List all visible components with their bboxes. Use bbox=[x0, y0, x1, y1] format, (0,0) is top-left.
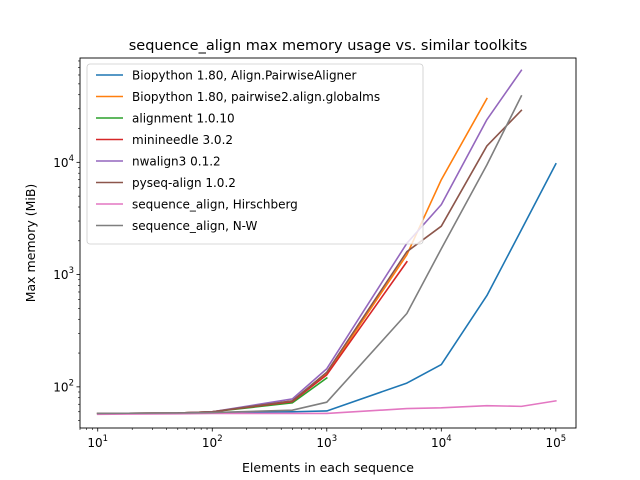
series-line-8 bbox=[96, 94, 523, 415]
x-tick-label: 103 bbox=[316, 434, 337, 450]
legend-label: Biopython 1.80, Align.PairwiseAligner bbox=[132, 68, 357, 82]
legend: Biopython 1.80, Align.PairwiseAligner Bio… bbox=[86, 63, 424, 245]
y-tick-label: 103 bbox=[53, 266, 74, 282]
legend-label: alignment 1.0.10 bbox=[132, 111, 235, 125]
x-tick-label: 102 bbox=[202, 434, 223, 450]
legend-box bbox=[86, 63, 424, 245]
legend-label: sequence_align, N-W bbox=[132, 219, 258, 233]
x-tick-label: 104 bbox=[431, 434, 452, 450]
legend-label: pyseq-align 1.0.2 bbox=[132, 176, 236, 190]
x-axis-label: Elements in each sequence bbox=[242, 460, 414, 475]
legend-label: sequence_align, Hirschberg bbox=[132, 197, 298, 211]
series-line-3 bbox=[96, 376, 328, 415]
y-axis-label: Max memory (MiB) bbox=[23, 184, 38, 303]
x-tick-label: 105 bbox=[545, 434, 566, 450]
y-tick-label: 104 bbox=[53, 154, 74, 170]
legend-label: minineedle 3.0.2 bbox=[132, 133, 233, 147]
ticks-layer: 101 102 103 104 105 102 103 104 bbox=[53, 60, 566, 450]
series-layer bbox=[96, 69, 557, 416]
series-line-7 bbox=[96, 399, 557, 416]
x-tick-label: 101 bbox=[87, 434, 108, 450]
plot-frame bbox=[79, 57, 577, 429]
y-tick-label: 102 bbox=[53, 378, 74, 394]
legend-label: Biopython 1.80, pairwise2.align.globalms bbox=[132, 90, 380, 104]
series-line-4 bbox=[96, 260, 408, 415]
legend-label: nwalign3 0.1.2 bbox=[132, 154, 221, 168]
chart-title: sequence_align max memory usage vs. simi… bbox=[129, 38, 528, 54]
